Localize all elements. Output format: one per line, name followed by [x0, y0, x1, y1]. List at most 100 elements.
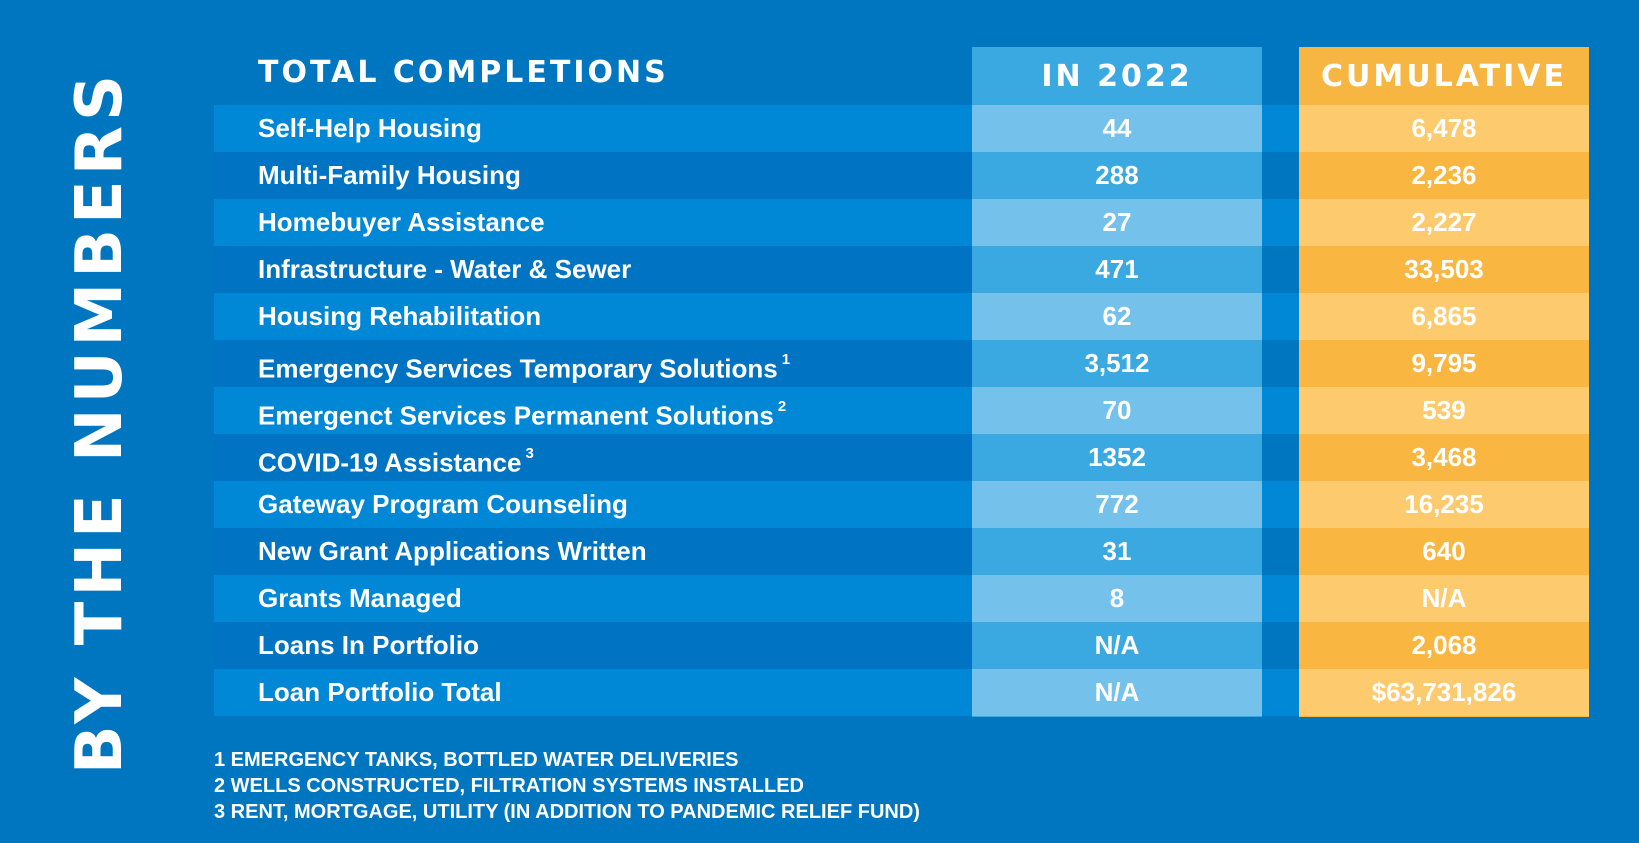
row-label: Gateway Program Counseling — [258, 481, 628, 528]
row-label: Homebuyer Assistance — [258, 199, 545, 246]
row-label-text: Loans In Portfolio — [258, 630, 479, 660]
table-header: TOTAL COMPLETIONS IN 2022 CUMULATIVE — [214, 47, 1589, 105]
footnotes: 1 EMERGENCY TANKS, BOTTLED WATER DELIVER… — [214, 747, 920, 825]
cell-in-2022: 31 — [972, 528, 1262, 575]
row-label-cell: Gateway Program Counseling — [214, 481, 972, 528]
table-header-label: TOTAL COMPLETIONS — [258, 55, 669, 90]
footnote-1: 1 EMERGENCY TANKS, BOTTLED WATER DELIVER… — [214, 749, 739, 771]
cell-cumulative: 3,468 — [1299, 434, 1589, 481]
table-row: Emergenct Services Permanent Solutions 2 7… — [214, 387, 1589, 434]
row-label-text: Housing Rehabilitation — [258, 301, 542, 331]
row-label: Loans In Portfolio — [258, 622, 479, 669]
column-gap — [1262, 669, 1299, 716]
table-row: Housing Rehabilitation 62 6,865 — [214, 293, 1589, 340]
table-row: Loan Portfolio Total N/A $63,731,826 — [214, 669, 1589, 716]
row-label-cell: Grants Managed — [214, 575, 972, 622]
row-label: Grants Managed — [258, 575, 462, 622]
footnote-3: 3 RENT, MORTGAGE, UTILITY (IN ADDITION T… — [214, 801, 920, 823]
row-label-cell: Homebuyer Assistance — [214, 199, 972, 246]
footnote-marker: 3 — [525, 445, 534, 462]
cell-cumulative: 33,503 — [1299, 246, 1589, 293]
footnote-marker: 2 — [777, 398, 787, 415]
table-row: New Grant Applications Written 31 640 — [214, 528, 1589, 575]
row-label-cell: Multi-Family Housing — [214, 152, 972, 199]
row-label-text: Infrastructure - Water & Sewer — [258, 254, 632, 284]
table-row: Loans In Portfolio N/A 2,068 — [214, 622, 1589, 669]
row-label-cell: New Grant Applications Written — [214, 528, 972, 575]
column-gap — [1262, 387, 1299, 434]
column-gap — [1262, 434, 1299, 481]
cell-cumulative: 6,478 — [1299, 105, 1589, 152]
column-gap — [1262, 481, 1299, 528]
row-label: New Grant Applications Written — [258, 528, 647, 575]
cell-in-2022: 44 — [972, 105, 1262, 152]
cell-cumulative: 6,865 — [1299, 293, 1589, 340]
cell-cumulative: 16,235 — [1299, 481, 1589, 528]
table-row: Multi-Family Housing 288 2,236 — [214, 152, 1589, 199]
column-gap — [1262, 199, 1299, 246]
column-gap — [1262, 528, 1299, 575]
column-gap — [1262, 575, 1299, 622]
row-label-text: Multi-Family Housing — [258, 160, 521, 190]
row-label-text: Homebuyer Assistance — [258, 207, 545, 237]
cell-cumulative: $63,731,826 — [1299, 669, 1589, 716]
column-gap — [1262, 152, 1299, 199]
table-body: Self-Help Housing 44 6,478 Multi-Family Hou… — [214, 105, 1589, 716]
row-label-text: Loan Portfolio Total — [258, 677, 502, 707]
row-label: Emergenct Services Permanent Solutions 2 — [258, 387, 786, 440]
cell-cumulative: 640 — [1299, 528, 1589, 575]
column-gap — [1262, 622, 1299, 669]
row-label: Multi-Family Housing — [258, 152, 521, 199]
row-label-cell: Loans In Portfolio — [214, 622, 972, 669]
cell-in-2022: 288 — [972, 152, 1262, 199]
cell-cumulative: N/A — [1299, 575, 1589, 622]
table-row: Gateway Program Counseling 772 16,235 — [214, 481, 1589, 528]
table-row: Grants Managed 8 N/A — [214, 575, 1589, 622]
row-label-text: COVID-19 Assistance — [258, 447, 522, 478]
table-row: Infrastructure - Water & Sewer 471 33,503 — [214, 246, 1589, 293]
cell-in-2022: 471 — [972, 246, 1262, 293]
cell-cumulative: 2,236 — [1299, 152, 1589, 199]
row-label-text: Grants Managed — [258, 583, 462, 613]
row-label-text: New Grant Applications Written — [258, 536, 647, 566]
row-label: Loan Portfolio Total — [258, 669, 502, 716]
row-label-text: Self-Help Housing — [258, 113, 482, 143]
row-label-text: Emergenct Services Permanent Solutions — [258, 400, 774, 431]
table-row: Self-Help Housing 44 6,478 — [214, 105, 1589, 152]
cell-in-2022: 27 — [972, 199, 1262, 246]
table-row: Homebuyer Assistance 27 2,227 — [214, 199, 1589, 246]
cell-cumulative: 539 — [1299, 387, 1589, 434]
row-label-cell: Infrastructure - Water & Sewer — [214, 246, 972, 293]
row-label-cell: Self-Help Housing — [214, 105, 972, 152]
row-label-cell: COVID-19 Assistance 3 — [214, 434, 972, 481]
row-label-cell: Emergency Services Temporary Solutions 1 — [214, 340, 972, 387]
row-label: Infrastructure - Water & Sewer — [258, 246, 631, 293]
row-label: COVID-19 Assistance 3 — [258, 434, 534, 487]
footnote-marker: 1 — [781, 351, 791, 368]
row-label-cell: Loan Portfolio Total — [214, 669, 972, 716]
cell-cumulative: 9,795 — [1299, 340, 1589, 387]
row-label-text: Emergency Services Temporary Solutions — [258, 353, 778, 384]
completions-table: TOTAL COMPLETIONS IN 2022 CUMULATIVE Sel… — [214, 47, 1589, 717]
column-header-in-2022: IN 2022 — [1041, 59, 1193, 94]
cell-in-2022: 70 — [972, 387, 1262, 434]
column-gap — [1262, 105, 1299, 152]
footnote-2: 2 WELLS CONSTRUCTED, FILTRATION SYSTEMS … — [214, 775, 804, 797]
column-header-cumulative: CUMULATIVE — [1321, 59, 1567, 94]
table-row: Emergency Services Temporary Solutions 1 3… — [214, 340, 1589, 387]
table-row: COVID-19 Assistance 3 1352 3,468 — [214, 434, 1589, 481]
row-label-cell: Housing Rehabilitation — [214, 293, 972, 340]
cell-in-2022: N/A — [972, 669, 1262, 716]
row-label: Self-Help Housing — [258, 105, 482, 152]
column-gap — [1262, 246, 1299, 293]
cell-in-2022: 3,512 — [972, 340, 1262, 387]
cell-in-2022: 772 — [972, 481, 1262, 528]
cell-in-2022: 62 — [972, 293, 1262, 340]
column-gap — [1262, 293, 1299, 340]
cell-in-2022: 8 — [972, 575, 1262, 622]
cell-in-2022: N/A — [972, 622, 1262, 669]
row-label: Emergency Services Temporary Solutions 1 — [258, 340, 790, 393]
column-gap — [1262, 340, 1299, 387]
row-label-cell: Emergenct Services Permanent Solutions 2 — [214, 387, 972, 434]
cell-in-2022: 1352 — [972, 434, 1262, 481]
